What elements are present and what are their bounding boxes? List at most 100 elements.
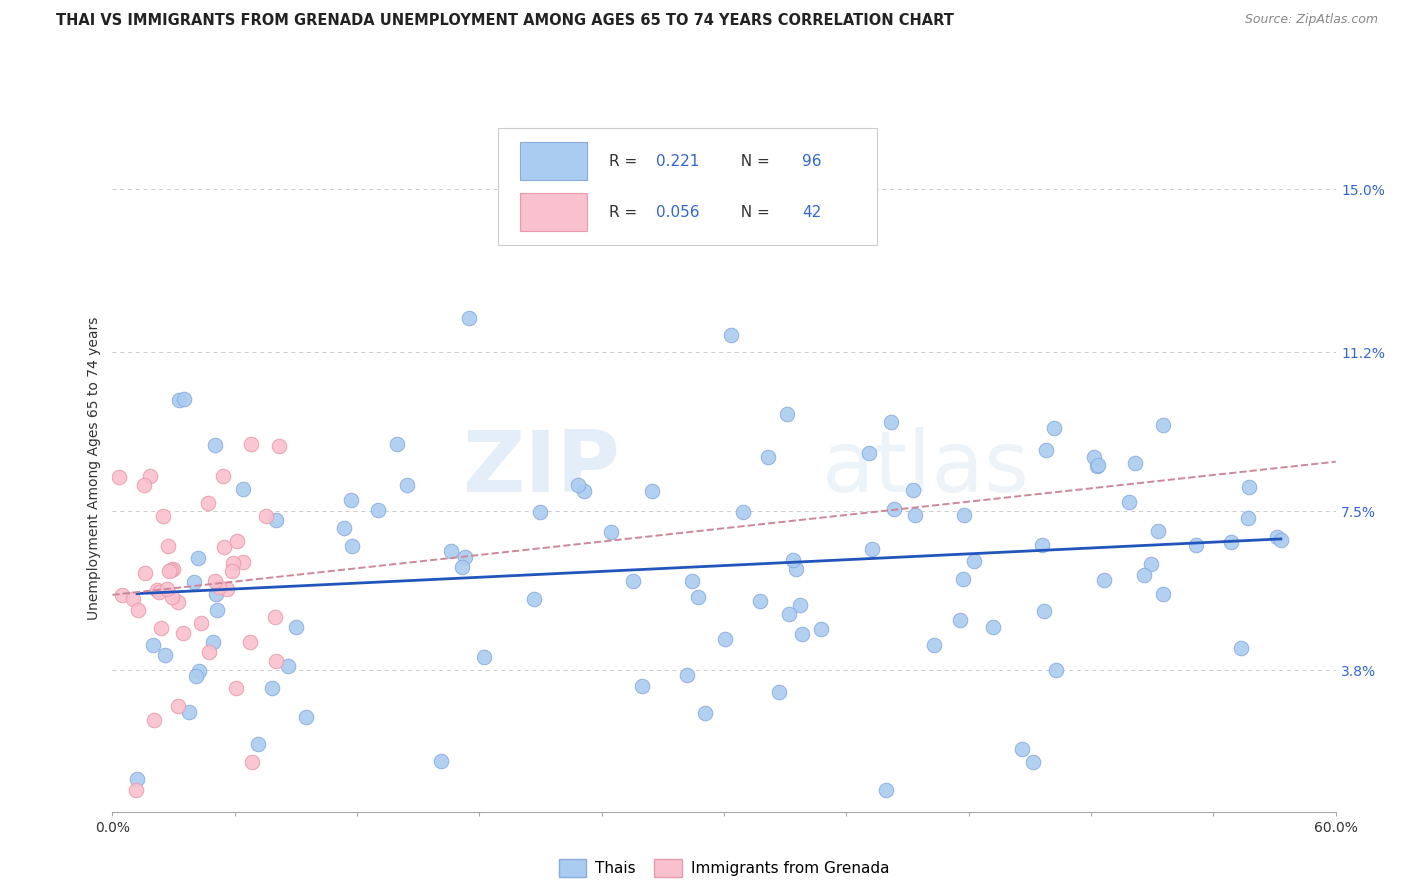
Point [167, 595, 190, 609]
Point [1237, 511, 1260, 525]
Point [160, 591, 183, 605]
Point [789, 598, 811, 612]
Point [641, 484, 664, 499]
Point [204, 438, 226, 452]
Point [963, 554, 986, 568]
Point [440, 543, 463, 558]
Point [778, 607, 800, 621]
Point [187, 665, 209, 679]
Text: N =: N = [731, 205, 775, 220]
Point [385, 437, 408, 451]
Point [693, 706, 716, 720]
Point [240, 437, 263, 451]
Point [922, 638, 945, 652]
Text: R =: R = [609, 205, 643, 220]
Point [883, 502, 905, 516]
Point [731, 505, 754, 519]
Point [953, 508, 976, 523]
Point [1152, 587, 1174, 601]
Point [172, 626, 194, 640]
Point [901, 483, 924, 497]
Point [429, 755, 451, 769]
Point [1133, 567, 1156, 582]
Point [875, 783, 897, 797]
Point [858, 446, 880, 460]
Point [1220, 534, 1243, 549]
Point [981, 620, 1004, 634]
Point [153, 648, 176, 662]
Point [574, 483, 596, 498]
Text: ZIP: ZIP [463, 426, 620, 510]
Point [523, 592, 546, 607]
Point [810, 622, 832, 636]
Text: 0.221: 0.221 [655, 153, 699, 169]
Point [127, 603, 149, 617]
Point [167, 393, 190, 408]
Point [1265, 530, 1288, 544]
Point [179, 706, 201, 720]
Point [157, 539, 180, 553]
Point [1033, 604, 1056, 618]
Point [269, 439, 291, 453]
Point [1118, 495, 1140, 509]
Point [529, 506, 551, 520]
Point [108, 470, 131, 484]
Text: THAI VS IMMIGRANTS FROM GRENADA UNEMPLOYMENT AMONG AGES 65 TO 74 YEARS CORRELATI: THAI VS IMMIGRANTS FROM GRENADA UNEMPLOY… [56, 13, 955, 29]
Point [207, 580, 229, 594]
Point [333, 521, 356, 535]
Point [879, 415, 901, 429]
Point [187, 551, 209, 566]
Point [184, 669, 207, 683]
Point [1035, 442, 1057, 457]
Point [204, 574, 226, 589]
Point [232, 482, 254, 496]
Point [1092, 573, 1115, 587]
Point [111, 587, 134, 601]
Point [260, 681, 283, 695]
Point [198, 645, 221, 659]
Point [904, 508, 927, 523]
Text: atlas: atlas [823, 426, 1031, 510]
Point [340, 493, 363, 508]
Point [599, 524, 621, 539]
Point [205, 587, 228, 601]
Point [264, 654, 287, 668]
Point [1230, 641, 1253, 656]
Point [226, 534, 249, 549]
Point [124, 783, 146, 797]
Point [167, 699, 190, 714]
Point [631, 679, 654, 693]
Text: 42: 42 [803, 205, 821, 220]
Point [173, 392, 195, 406]
Point [776, 407, 799, 421]
Point [367, 502, 389, 516]
Point [254, 508, 277, 523]
Point [212, 540, 235, 554]
Point [277, 658, 299, 673]
Point [454, 550, 477, 565]
Point [396, 478, 419, 492]
Point [1237, 480, 1260, 494]
Point [264, 610, 287, 624]
Point [748, 594, 770, 608]
Point [162, 561, 184, 575]
Point [264, 513, 287, 527]
Point [1139, 557, 1161, 571]
Point [1045, 663, 1067, 677]
Point [782, 553, 804, 567]
Point [152, 509, 174, 524]
Text: R =: R = [609, 153, 643, 169]
Point [1087, 458, 1109, 473]
Point [720, 328, 742, 343]
Point [125, 772, 148, 786]
Text: 96: 96 [803, 153, 823, 169]
Point [756, 450, 779, 465]
Point [134, 566, 156, 580]
Point [148, 585, 170, 599]
Point [451, 560, 474, 574]
Point [1085, 458, 1108, 473]
Point [138, 468, 160, 483]
Point [240, 755, 263, 769]
Text: Source: ZipAtlas.com: Source: ZipAtlas.com [1244, 13, 1378, 27]
Point [201, 635, 224, 649]
